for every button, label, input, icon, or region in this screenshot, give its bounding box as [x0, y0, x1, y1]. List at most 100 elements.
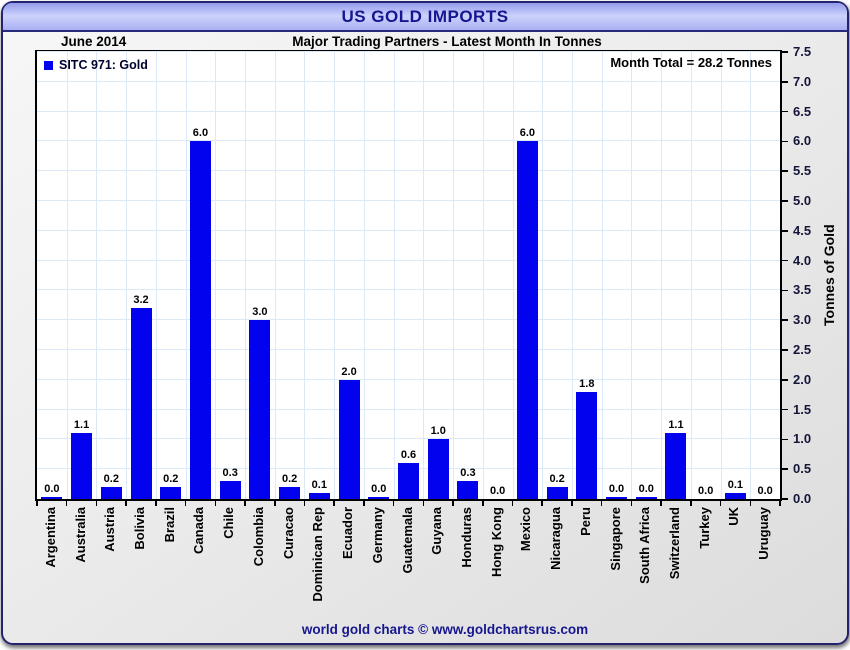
- bar: [249, 320, 271, 499]
- x-tick: [244, 501, 246, 506]
- bar: [100, 487, 122, 499]
- h-gridline: [37, 110, 780, 112]
- bar: [724, 493, 746, 499]
- h-gridline: [37, 349, 780, 350]
- x-category-label: Colombia: [250, 507, 266, 567]
- y-tick-label: 6.0: [793, 133, 812, 149]
- bar-value-label: 0.0: [44, 482, 60, 495]
- bar: [457, 481, 479, 499]
- bar: [160, 487, 182, 499]
- h-gridline: [37, 140, 780, 142]
- x-tick: [422, 501, 425, 506]
- x-tick: [184, 501, 187, 506]
- x-category-label: Brazil: [161, 507, 177, 543]
- bar-value-label: 2.0: [341, 365, 357, 378]
- bar-value-label: 6.0: [519, 127, 536, 140]
- x-category-label: Nicaragua: [548, 507, 564, 570]
- y-tick-label: 4.0: [793, 252, 812, 268]
- subtitle-row: June 2014 Major Trading Partners - Lates…: [3, 34, 847, 50]
- x-tick: [690, 501, 692, 506]
- v-gridline: [512, 52, 514, 499]
- bar-value-label: 0.2: [281, 473, 298, 486]
- bar-value-label: 3.2: [133, 294, 149, 307]
- y-tick: [782, 81, 788, 83]
- bar-value-label: 1.1: [73, 419, 90, 432]
- y-tick: [782, 468, 788, 470]
- x-category-label: Guyana: [429, 507, 445, 555]
- y-tick: [782, 498, 788, 500]
- y-tick: [782, 230, 788, 232]
- h-gridline: [37, 259, 780, 261]
- v-gridline: [571, 52, 573, 499]
- y-tick: [782, 319, 788, 321]
- x-tick: [660, 501, 662, 506]
- bar: [398, 463, 419, 499]
- x-tick: [541, 501, 543, 506]
- bar-value-label: 1.8: [579, 377, 595, 390]
- h-gridline: [37, 80, 780, 82]
- v-gridline: [245, 52, 247, 499]
- bar: [606, 496, 628, 499]
- v-gridline: [304, 52, 306, 499]
- legend-swatch-icon: [44, 60, 53, 70]
- bar: [427, 439, 449, 499]
- v-gridline: [274, 52, 276, 499]
- x-category-label: Peru: [577, 507, 593, 536]
- bar-value-label: 0.3: [222, 467, 238, 480]
- x-tick: [36, 501, 38, 506]
- bar-value-label: 0.6: [400, 449, 417, 462]
- bar: [368, 496, 390, 499]
- v-gridline: [363, 52, 365, 499]
- bar-value-label: 0.2: [549, 473, 565, 486]
- v-gridline: [690, 52, 692, 499]
- x-category-label: Curacao: [280, 507, 296, 560]
- bar-value-label: 0.0: [608, 482, 625, 495]
- v-gridline: [393, 52, 395, 499]
- bar-value-label: 3.0: [252, 306, 268, 319]
- v-gridline: [482, 52, 484, 499]
- v-gridline: [661, 52, 663, 499]
- bar-value-label: 0.0: [371, 482, 387, 495]
- x-tick: [719, 501, 722, 506]
- h-gridline: [37, 438, 780, 440]
- h-gridline: [37, 319, 780, 321]
- x-tick: [125, 501, 127, 506]
- y-tick: [782, 140, 788, 143]
- y-tick-label: 3.5: [793, 282, 812, 298]
- x-category-label: UK: [726, 507, 742, 526]
- y-tick: [782, 349, 788, 351]
- y-tick-label: 7.5: [793, 44, 812, 59]
- y-tick: [782, 289, 788, 292]
- v-gridline: [155, 52, 157, 499]
- x-tick: [333, 501, 335, 506]
- x-tick: [392, 501, 395, 506]
- y-tick: [782, 259, 788, 262]
- x-tick: [95, 501, 98, 506]
- x-category-label: Chile: [221, 507, 237, 539]
- y-tick-label: 6.5: [793, 103, 812, 119]
- y-tick-label: 1.0: [793, 431, 812, 447]
- y-tick-label: 7.0: [793, 73, 812, 89]
- footer-credit: world gold charts © www.goldchartsrus.co…: [301, 622, 589, 637]
- bar: [665, 433, 687, 499]
- x-tick: [274, 501, 276, 506]
- bar: [219, 481, 241, 499]
- v-gridline: [215, 52, 217, 499]
- v-gridline: [601, 52, 603, 499]
- bar-value-label: 0.1: [727, 479, 744, 492]
- bar: [635, 496, 657, 499]
- x-category-label: Canada: [191, 507, 207, 554]
- h-gridline: [37, 408, 780, 410]
- bar: [41, 496, 63, 499]
- bar-value-label: 0.1: [311, 479, 327, 492]
- x-tick: [303, 501, 306, 506]
- y-tick: [782, 438, 788, 441]
- x-tick: [363, 501, 365, 506]
- y-tick: [782, 110, 788, 113]
- period-label: June 2014: [61, 34, 127, 49]
- bar-value-label: 0.0: [638, 482, 654, 495]
- y-tick-label: 5.5: [793, 163, 812, 179]
- x-category-label: Guatemala: [399, 507, 415, 574]
- bar: [130, 308, 152, 499]
- v-gridline: [185, 52, 187, 499]
